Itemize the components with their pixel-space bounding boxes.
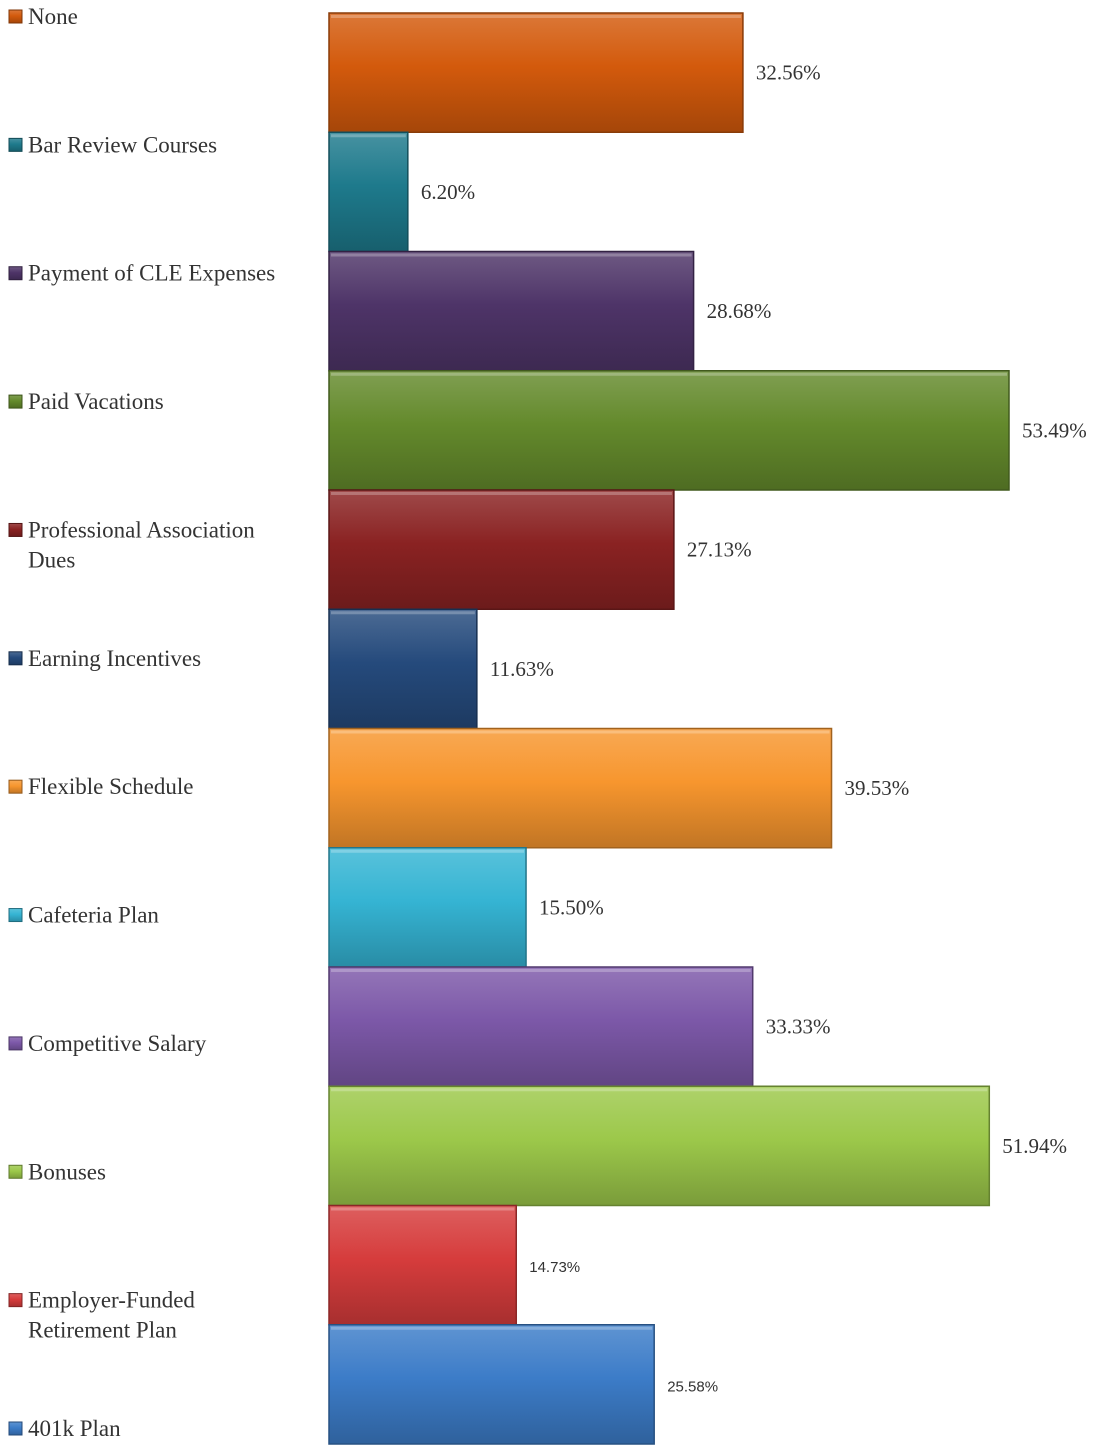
legend-swatch-bonuses	[8, 1164, 23, 1179]
bar-cafeteria-plan	[328, 847, 527, 968]
legend-label-paid-vacations: Paid Vacations	[28, 389, 164, 414]
legend-swatch-professional-association-dues	[8, 522, 23, 537]
legend-label-competitive-salary: Competitive Salary	[28, 1031, 207, 1056]
bar-highlight	[331, 969, 751, 972]
bar-competitive-salary	[328, 966, 754, 1087]
legend-swatch-paid-vacations	[8, 394, 23, 409]
legend-label-flexible-schedule: Flexible Schedule	[28, 774, 193, 799]
legend-label-cafeteria-plan: Cafeteria Plan	[28, 903, 159, 928]
legend-label-none: None	[28, 4, 78, 29]
bar-flexible-schedule	[328, 727, 833, 849]
data-label-bar-review-courses: 6.20%	[421, 180, 475, 204]
data-label-payment-of-cle-expenses: 28.68%	[707, 299, 772, 323]
bar-bonuses	[328, 1085, 991, 1207]
legend-label-401k-plan: 401k Plan	[28, 1416, 121, 1441]
legend-swatch-earning-incentives	[8, 651, 23, 666]
bar-401k-plan	[328, 1324, 655, 1445]
bar-highlight	[331, 492, 672, 495]
bar-bar-review-courses	[328, 131, 409, 253]
bar-highlight	[331, 253, 692, 257]
bar-highlight	[331, 134, 406, 138]
legend-label-bonuses: Bonuses	[28, 1159, 106, 1184]
legend-label-employer-funded-retirement-plan-line1: Employer-Funded	[28, 1288, 195, 1313]
data-label-paid-vacations: 53.49%	[1022, 418, 1087, 442]
data-label-cafeteria-plan: 15.50%	[539, 895, 604, 919]
bar-none	[328, 12, 744, 133]
data-label-bonuses: 51.94%	[1002, 1134, 1067, 1158]
bar-professional-association-dues	[328, 489, 675, 610]
data-label-employer-funded-retirement-plan: 14.73%	[529, 1259, 580, 1276]
data-label-competitive-salary: 33.33%	[766, 1015, 831, 1039]
legend-label-bar-review-courses: Bar Review Courses	[28, 132, 217, 157]
data-label-401k-plan: 25.58%	[667, 1378, 718, 1395]
legend-swatch-cafeteria-plan	[8, 908, 23, 923]
bar-highlight	[331, 1207, 515, 1211]
data-label-earning-incentives: 11.63%	[490, 657, 554, 681]
legend-label-payment-of-cle-expenses: Payment of CLE Expenses	[28, 261, 275, 286]
legend-label-professional-association-dues-line1: Professional Association	[28, 517, 255, 542]
legend-swatch-employer-funded-retirement-plan	[8, 1293, 23, 1308]
bar-highlight	[331, 15, 741, 18]
data-label-professional-association-dues: 27.13%	[687, 538, 752, 562]
bar-earning-incentives	[328, 608, 478, 730]
bar-highlight	[331, 730, 830, 734]
legend-label-employer-funded-retirement-plan-line2: Retirement Plan	[28, 1318, 177, 1343]
legend-swatch-none	[8, 9, 23, 24]
data-label-none: 32.56%	[756, 61, 821, 85]
bar-payment-of-cle-expenses	[328, 250, 695, 372]
bar-employer-funded-retirement-plan	[328, 1204, 518, 1326]
legend-label-earning-incentives: Earning Incentives	[28, 646, 201, 671]
bar-highlight	[331, 1326, 653, 1330]
bars-layer: 32.56% 6.20% 28.68% 53.49% 27.13% 11.63% 39.53…	[328, 12, 1087, 1445]
legend-swatch-bar-review-courses	[8, 137, 23, 152]
legend: None Bar Review Courses Payment of CLE Exp…	[8, 4, 275, 1441]
legend-swatch-payment-of-cle-expenses	[8, 266, 23, 281]
bar-highlight	[331, 1088, 988, 1092]
legend-swatch-401k-plan	[8, 1421, 23, 1436]
legend-swatch-flexible-schedule	[8, 779, 23, 794]
bar-paid-vacations	[328, 370, 1010, 491]
legend-swatch-competitive-salary	[8, 1036, 23, 1051]
legend-label-professional-association-dues-line2: Dues	[28, 547, 75, 572]
bar-highlight	[331, 611, 475, 615]
bar-highlight	[331, 372, 1007, 376]
bar-highlight	[331, 849, 525, 853]
data-label-flexible-schedule: 39.53%	[845, 776, 910, 800]
